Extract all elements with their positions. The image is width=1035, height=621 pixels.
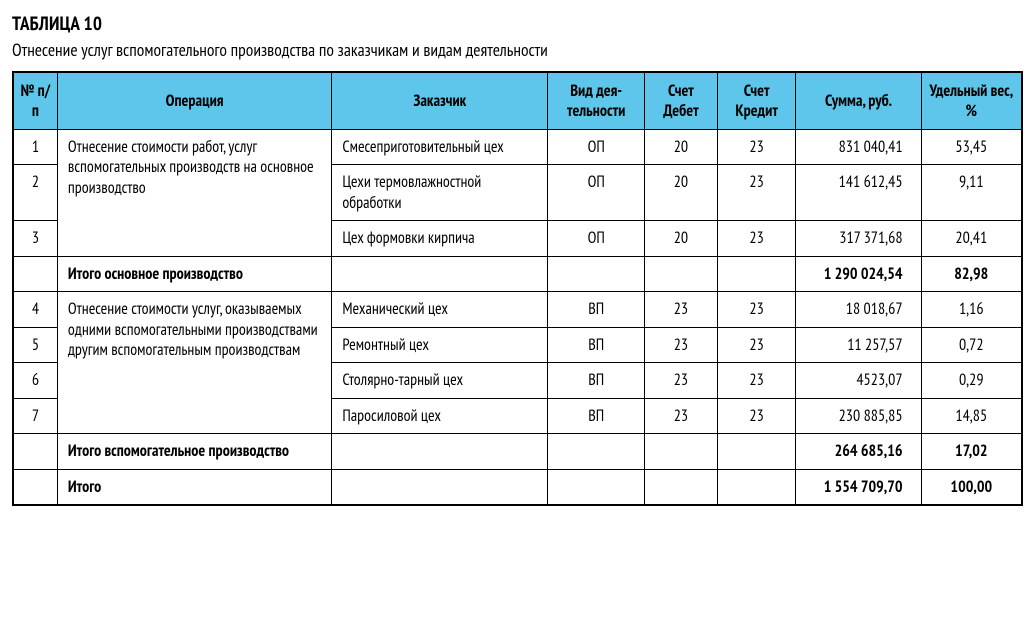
main-table: № п/п Операция Заказчик Вид дея­тельност… <box>12 71 1023 506</box>
subtotal-row: Итого основное производство 1 290 024,54… <box>13 256 1022 291</box>
th-vid: Вид дея­тельности <box>548 72 645 130</box>
cell-num: 5 <box>13 327 57 362</box>
th-pct: Удельный вес, % <box>921 72 1022 130</box>
cell-zak <box>332 256 548 291</box>
cell-credit <box>717 256 796 291</box>
cell-op: Отнесение стоимости работ, услуг вспомог… <box>57 130 331 257</box>
cell-sum: 230 885,85 <box>796 398 921 433</box>
cell-sum: 264 685,16 <box>796 434 921 469</box>
th-debit: Счет Дебет <box>645 72 718 130</box>
cell-num: 6 <box>13 363 57 398</box>
cell-pct: 14,85 <box>921 398 1022 433</box>
grand-total-row: Итого 1 554 709,70 100,00 <box>13 469 1022 505</box>
cell-debit: 23 <box>645 398 718 433</box>
cell-vid <box>548 256 645 291</box>
cell-zak: Ремонтный цех <box>332 327 548 362</box>
table-caption: Отнесение услуг вспомогательного произво… <box>12 38 1023 61</box>
cell-sum: 831 040,41 <box>796 130 921 165</box>
cell-num: 3 <box>13 221 57 256</box>
cell-total-label: Итого <box>57 469 331 505</box>
cell-zak: Паросиловой цех <box>332 398 548 433</box>
cell-sum: 18 018,67 <box>796 292 921 327</box>
cell-sum: 1 290 024,54 <box>796 256 921 291</box>
cell-zak <box>332 469 548 505</box>
cell-sum: 11 257,57 <box>796 327 921 362</box>
cell-debit <box>645 256 718 291</box>
cell-num <box>13 469 57 505</box>
cell-sum: 4523,07 <box>796 363 921 398</box>
th-zak: Заказчик <box>332 72 548 130</box>
cell-num: 2 <box>13 165 57 221</box>
cell-num <box>13 256 57 291</box>
cell-pct: 1,16 <box>921 292 1022 327</box>
th-sum: Сумма, руб. <box>796 72 921 130</box>
cell-vid <box>548 469 645 505</box>
cell-debit <box>645 469 718 505</box>
cell-debit: 20 <box>645 165 718 221</box>
cell-num <box>13 434 57 469</box>
cell-zak: Столярно-тарный цех <box>332 363 548 398</box>
cell-credit: 23 <box>717 292 796 327</box>
cell-debit: 20 <box>645 130 718 165</box>
cell-credit: 23 <box>717 327 796 362</box>
cell-credit: 23 <box>717 363 796 398</box>
cell-debit <box>645 434 718 469</box>
cell-sum: 317 371,68 <box>796 221 921 256</box>
th-credit: Счет Кредит <box>717 72 796 130</box>
cell-vid: ВП <box>548 292 645 327</box>
cell-credit: 23 <box>717 221 796 256</box>
table-number: ТАБЛИЦА 10 <box>12 12 1023 36</box>
th-num: № п/п <box>13 72 57 130</box>
cell-pct: 9,11 <box>921 165 1022 221</box>
cell-pct: 100,00 <box>921 469 1022 505</box>
cell-subtotal-label: Итого основное производство <box>57 256 331 291</box>
th-op: Операция <box>57 72 331 130</box>
cell-op: Отнесение стоимости услуг, оказываемых о… <box>57 292 331 434</box>
table-row: 1 Отнесение стоимости работ, услуг вспом… <box>13 130 1022 165</box>
cell-zak: Смесеприготовительный цех <box>332 130 548 165</box>
cell-pct: 53,45 <box>921 130 1022 165</box>
cell-debit: 23 <box>645 363 718 398</box>
cell-vid: ОП <box>548 221 645 256</box>
cell-credit: 23 <box>717 130 796 165</box>
table-row: 4 Отнесение стоимости услуг, оказываемых… <box>13 292 1022 327</box>
cell-zak: Цех формовки кирпича <box>332 221 548 256</box>
cell-sum: 1 554 709,70 <box>796 469 921 505</box>
cell-credit: 23 <box>717 165 796 221</box>
cell-subtotal-label: Итого вспомогательное производство <box>57 434 331 469</box>
cell-vid: ОП <box>548 165 645 221</box>
cell-vid <box>548 434 645 469</box>
cell-zak: Механический цех <box>332 292 548 327</box>
cell-credit <box>717 469 796 505</box>
cell-zak: Цехи термовлажностной обработки <box>332 165 548 221</box>
cell-num: 7 <box>13 398 57 433</box>
cell-num: 1 <box>13 130 57 165</box>
cell-vid: ВП <box>548 327 645 362</box>
cell-credit: 23 <box>717 398 796 433</box>
cell-pct: 0,72 <box>921 327 1022 362</box>
cell-pct: 0,29 <box>921 363 1022 398</box>
cell-zak <box>332 434 548 469</box>
cell-debit: 20 <box>645 221 718 256</box>
cell-credit <box>717 434 796 469</box>
cell-pct: 20,41 <box>921 221 1022 256</box>
cell-pct: 82,98 <box>921 256 1022 291</box>
cell-num: 4 <box>13 292 57 327</box>
header-row: № п/п Операция Заказчик Вид дея­тельност… <box>13 72 1022 130</box>
cell-sum: 141 612,45 <box>796 165 921 221</box>
cell-vid: ВП <box>548 363 645 398</box>
subtotal-row: Итого вспомогательное производство 264 6… <box>13 434 1022 469</box>
cell-debit: 23 <box>645 292 718 327</box>
cell-pct: 17,02 <box>921 434 1022 469</box>
cell-debit: 23 <box>645 327 718 362</box>
cell-vid: ВП <box>548 398 645 433</box>
cell-vid: ОП <box>548 130 645 165</box>
